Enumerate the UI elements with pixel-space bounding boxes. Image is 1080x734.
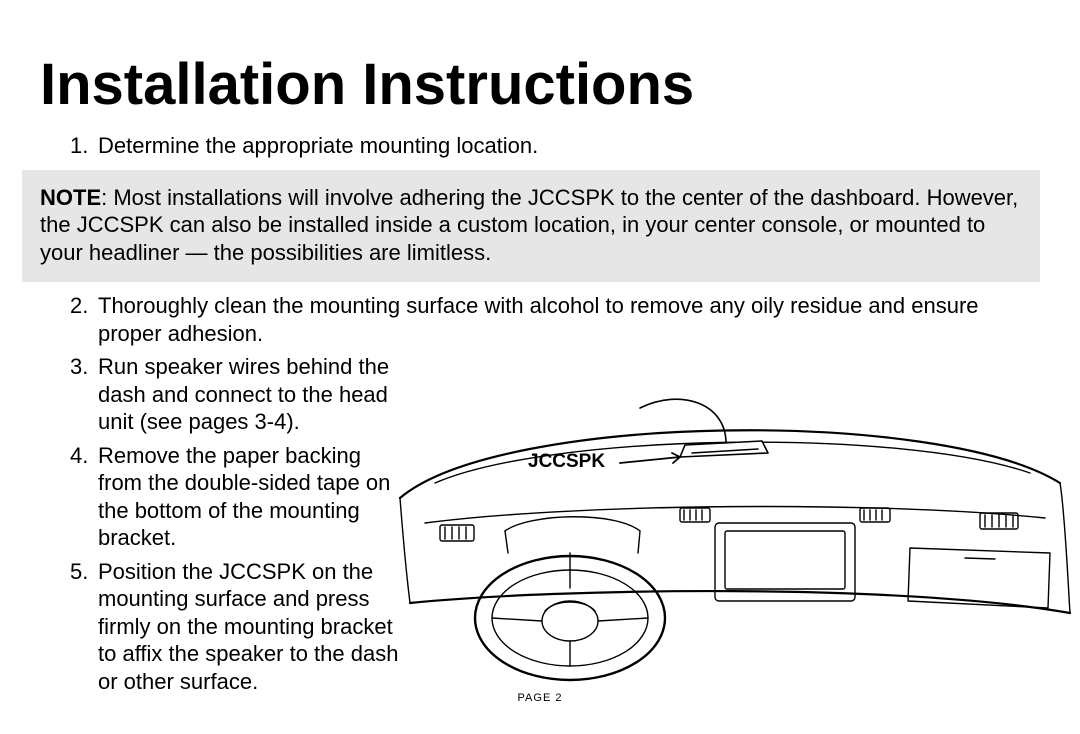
step-4: Remove the paper backing from the double…	[98, 442, 400, 552]
note-text: : Most installations will involve adheri…	[40, 185, 1018, 265]
instruction-list-mid: Thoroughly clean the mounting surface wi…	[40, 292, 1040, 347]
instruction-list-top: Determine the appropriate mounting locat…	[40, 132, 1040, 160]
figure-label: JCCSPK	[528, 451, 605, 473]
step-3: Run speaker wires behind the dash and co…	[98, 353, 400, 436]
step-5: Position the JCCSPK on the mounting surf…	[98, 558, 400, 696]
note-box: NOTE: Most installations will involve ad…	[22, 170, 1040, 283]
step-1: Determine the appropriate mounting locat…	[98, 132, 1040, 160]
instruction-list-lower: Run speaker wires behind the dash and co…	[40, 353, 400, 695]
step-2-text: Thoroughly clean the mounting surface wi…	[98, 293, 979, 346]
dashboard-illustration: JCCSPK	[380, 353, 1080, 683]
step-2: Thoroughly clean the mounting surface wi…	[98, 292, 1040, 347]
step-4-text: Remove the paper backing from the double…	[98, 443, 390, 551]
step-5-text: Position the JCCSPK on the mounting surf…	[98, 559, 398, 694]
step-1-text: Determine the appropriate mounting locat…	[98, 133, 538, 158]
page-number: PAGE 2	[0, 692, 1080, 704]
page-title: Installation Instructions	[40, 56, 1040, 114]
step-3-text: Run speaker wires behind the dash and co…	[98, 354, 389, 434]
note-label: NOTE	[40, 185, 101, 210]
